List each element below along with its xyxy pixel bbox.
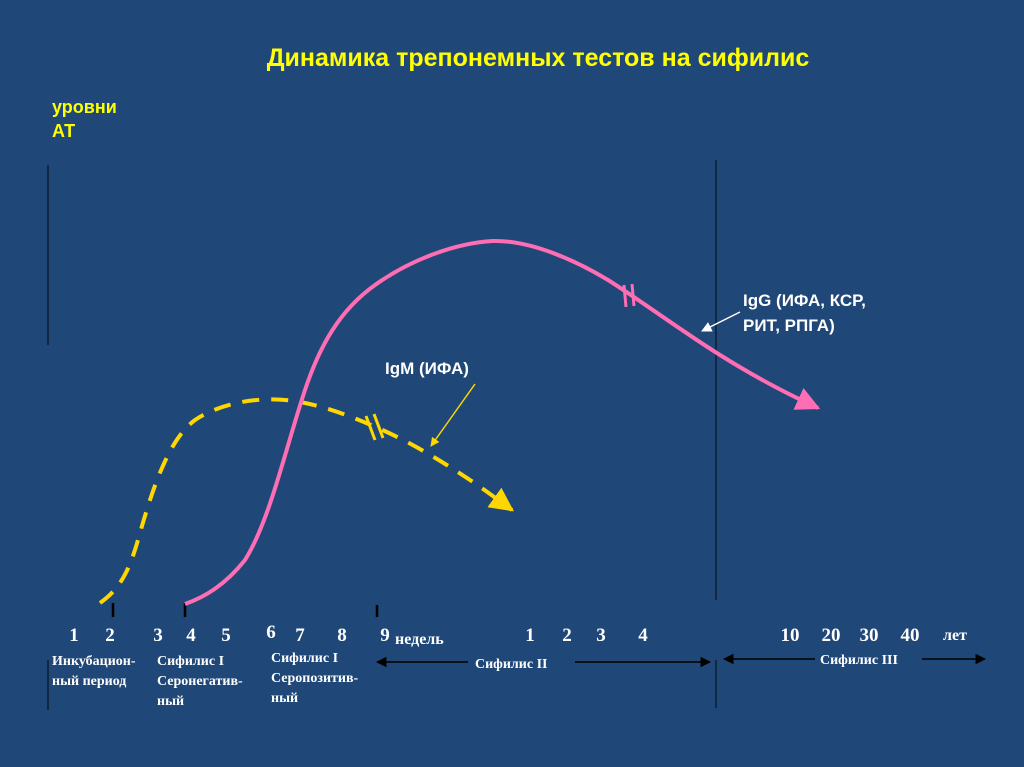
tick-week-6: 6 [266, 622, 276, 643]
period-primary-seronegative-line-2: Серонегатив- [157, 674, 243, 689]
tick-month-2: 2 [562, 625, 572, 646]
tick-week-7: 7 [295, 625, 305, 646]
igm-curve [98, 397, 514, 605]
period-incubation-line-2: ный период [52, 674, 126, 689]
period-secondary: Сифилис II [475, 657, 547, 672]
tick-year-40: 40 [901, 625, 920, 646]
tick-week-2: 2 [105, 625, 115, 646]
tick-year-10: 10 [781, 625, 800, 646]
period-primary-seropositive-line-1: Сифилис I [271, 651, 338, 666]
tick-year-30: 30 [860, 625, 879, 646]
tick-week-1: 1 [69, 625, 79, 646]
igg-series-label-line-2: РИТ, РПГА) [743, 316, 835, 335]
year-ticks: 10 20 30 40 лет [781, 625, 968, 646]
period-primary-seropositive: Сифилис I Серопозитив- ный [271, 651, 362, 706]
tick-week-4: 4 [186, 625, 196, 646]
igg-label-pointer [701, 311, 741, 332]
tick-week-3: 3 [153, 625, 163, 646]
tick-week-9: 9 [380, 625, 390, 646]
tick-week-8: 8 [337, 625, 347, 646]
y-axis-label-line-2: АТ [52, 121, 75, 141]
igm-series-label: IgM (ИФА) [385, 359, 469, 378]
period-incubation: Инкубацион- ный период [52, 654, 139, 689]
period-primary-seropositive-line-2: Серопозитив- [271, 671, 359, 686]
years-unit: лет [943, 627, 967, 644]
tick-month-3: 3 [596, 625, 606, 646]
weeks-unit: недель [395, 631, 444, 648]
period-primary-seronegative-line-1: Сифилис I [157, 654, 224, 669]
week-ticks: 1 2 3 4 5 6 7 8 9 недель [69, 622, 444, 648]
tick-year-20: 20 [822, 625, 841, 646]
igg-series-label-line-1: IgG (ИФА, КСР, [743, 291, 866, 310]
igm-break-mark [364, 413, 385, 441]
igm-label-pointer [430, 383, 476, 447]
y-axis-label: уровни АТ [52, 97, 122, 141]
period-tertiary: Сифилис III [820, 653, 898, 668]
y-axis-label-line-1: уровни [52, 97, 117, 117]
period-primary-seropositive-line-3: ный [271, 691, 298, 706]
igg-break-mark [622, 283, 636, 308]
tick-month-4: 4 [638, 625, 648, 646]
igg-series-label: IgG (ИФА, КСР, РИТ, РПГА) [743, 291, 871, 335]
period-incubation-line-1: Инкубацион- [52, 654, 136, 669]
period-primary-seronegative: Сифилис I Серонегатив- ный [157, 654, 246, 709]
period-primary-seronegative-line-3: ный [157, 694, 184, 709]
tick-month-1: 1 [525, 625, 535, 646]
chart-title: Динамика трепонемных тестов на сифилис [267, 44, 810, 72]
month-ticks: 1 2 3 4 [525, 625, 648, 646]
igg-curve [184, 238, 821, 606]
tick-week-5: 5 [221, 625, 231, 646]
